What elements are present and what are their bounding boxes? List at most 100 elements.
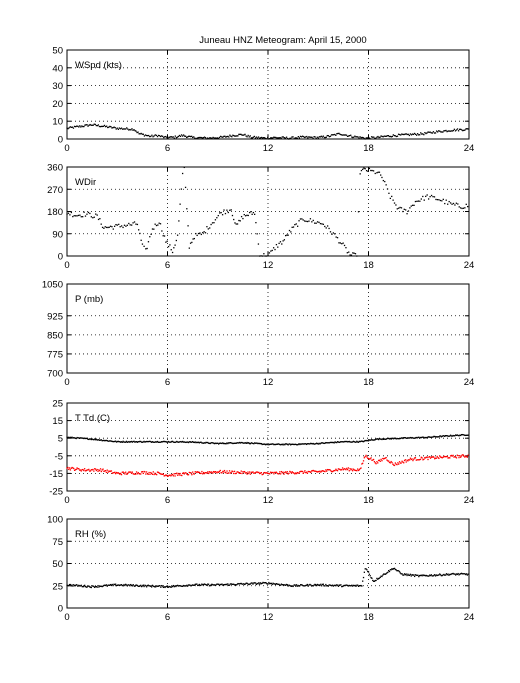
- data-point: [311, 221, 313, 223]
- data-point: [438, 457, 440, 460]
- data-point: [197, 441, 200, 443]
- data-point: [331, 441, 333, 444]
- data-point: [167, 475, 170, 477]
- data-point: [86, 213, 88, 215]
- data-point: [126, 585, 128, 587]
- data-point: [145, 585, 147, 587]
- data-point: [265, 472, 268, 474]
- data-point: [292, 471, 294, 474]
- data-point: [443, 130, 445, 132]
- data-point: [116, 127, 118, 129]
- data-point: [265, 137, 267, 140]
- data-point: [329, 231, 332, 233]
- data-point: [439, 199, 442, 202]
- data-point: [68, 585, 70, 587]
- data-point: [452, 434, 454, 437]
- data-point: [371, 459, 373, 461]
- data-point: [145, 248, 147, 250]
- data-point: [193, 237, 195, 240]
- data-point: [85, 124, 87, 126]
- data-point: [229, 442, 232, 444]
- data-point: [308, 584, 310, 586]
- data-point: [254, 137, 257, 139]
- data-point: [117, 440, 119, 442]
- data-point: [326, 225, 329, 227]
- data-point: [372, 439, 375, 441]
- data-point: [243, 442, 245, 444]
- data-point: [293, 472, 295, 474]
- data-point: [210, 471, 212, 473]
- data-point: [259, 583, 261, 585]
- data-point: [253, 135, 256, 138]
- data-point: [257, 243, 260, 245]
- y-tick-label: 50: [52, 559, 63, 570]
- data-point: [406, 437, 408, 439]
- data-point: [174, 244, 176, 246]
- data-point: [109, 225, 112, 227]
- data-point: [466, 434, 469, 436]
- data-point: [218, 442, 221, 445]
- data-point: [406, 459, 408, 461]
- data-point: [446, 130, 448, 133]
- data-point: [400, 573, 402, 575]
- data-point: [104, 470, 107, 472]
- data-point: [278, 137, 280, 139]
- data-point: [340, 440, 342, 443]
- data-point: [272, 137, 274, 139]
- data-point: [396, 463, 398, 466]
- data-point: [72, 585, 74, 587]
- panel-label: WDir: [75, 177, 96, 188]
- data-point: [106, 440, 108, 442]
- data-point: [212, 136, 214, 139]
- data-point: [366, 137, 368, 139]
- data-point: [110, 126, 112, 128]
- y-tick-label: 10: [52, 117, 63, 128]
- data-point: [128, 440, 130, 443]
- data-point: [413, 575, 416, 578]
- data-point: [90, 469, 92, 471]
- data-point: [350, 134, 352, 136]
- data-point: [117, 584, 119, 586]
- data-point: [446, 574, 448, 576]
- data-point: [457, 454, 459, 457]
- data-point: [281, 472, 283, 474]
- data-point: [73, 584, 75, 586]
- data-point: [105, 226, 108, 229]
- data-point: [197, 441, 199, 444]
- data-point: [145, 441, 147, 443]
- data-point: [120, 441, 123, 443]
- data-point: [179, 472, 181, 475]
- data-point: [202, 442, 205, 444]
- data-point: [123, 583, 125, 586]
- data-point: [428, 131, 430, 133]
- data-point: [319, 222, 322, 225]
- data-point: [409, 573, 412, 575]
- data-point: [155, 586, 157, 588]
- data-point: [69, 583, 72, 586]
- data-point: [433, 196, 436, 198]
- data-point: [269, 471, 272, 473]
- data-point: [85, 586, 87, 588]
- data-point: [214, 471, 216, 473]
- data-point: [151, 134, 153, 136]
- data-point: [195, 441, 197, 444]
- data-point: [155, 441, 157, 443]
- data-point: [258, 442, 260, 444]
- data-point: [422, 574, 424, 576]
- data-point: [435, 574, 438, 576]
- data-point: [209, 137, 211, 139]
- data-point: [365, 568, 367, 570]
- data-point: [291, 136, 293, 138]
- data-point: [235, 223, 237, 225]
- data-point: [444, 456, 446, 458]
- data-point: [419, 574, 422, 577]
- data-point: [378, 437, 381, 440]
- data-point: [368, 167, 371, 170]
- data-point: [196, 583, 198, 585]
- data-point: [360, 584, 362, 587]
- data-point: [235, 135, 237, 137]
- data-point: [347, 441, 350, 443]
- data-point: [145, 586, 148, 588]
- data-point: [353, 136, 355, 138]
- data-point: [345, 134, 348, 136]
